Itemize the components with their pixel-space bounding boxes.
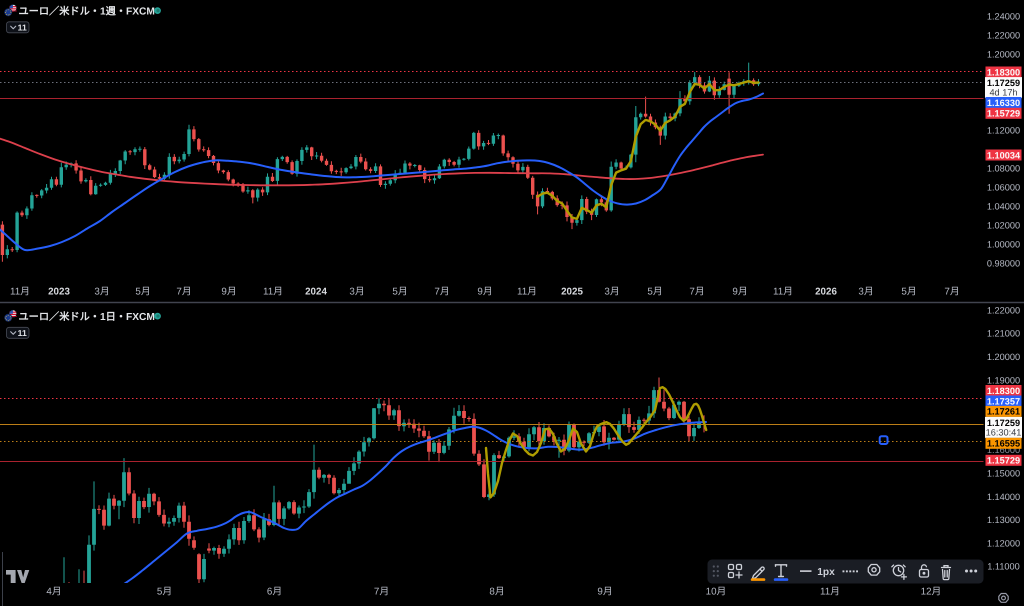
svg-text:1.20000: 1.20000 [987, 50, 1020, 60]
svg-text:1.22000: 1.22000 [987, 305, 1020, 315]
svg-text:11月: 11月 [773, 287, 793, 298]
svg-text:11月: 11月 [10, 287, 30, 298]
svg-text:1.10034: 1.10034 [987, 150, 1021, 160]
svg-text:1px: 1px [817, 567, 835, 578]
svg-text:1.15000: 1.15000 [987, 469, 1020, 479]
svg-text:7月: 7月 [374, 587, 389, 598]
svg-text:16:30:41: 16:30:41 [986, 427, 1022, 437]
svg-text:8月: 8月 [489, 587, 504, 598]
svg-text:1.15729: 1.15729 [987, 109, 1020, 119]
svg-text:1.21000: 1.21000 [987, 329, 1020, 339]
svg-text:4月: 4月 [46, 587, 61, 598]
svg-text:5月: 5月 [135, 287, 150, 298]
svg-text:3月: 3月 [94, 287, 109, 298]
svg-text:3月: 3月 [604, 287, 619, 298]
svg-text:9月: 9月 [477, 287, 492, 298]
svg-text:11: 11 [18, 22, 27, 32]
svg-text:1.19000: 1.19000 [987, 375, 1020, 385]
svg-text:1.14000: 1.14000 [987, 492, 1020, 502]
svg-text:2024: 2024 [305, 287, 327, 298]
svg-text:1.18300: 1.18300 [987, 67, 1020, 77]
svg-text:1.16330: 1.16330 [987, 98, 1020, 108]
svg-text:11: 11 [18, 328, 27, 338]
svg-text:12月: 12月 [921, 587, 942, 598]
svg-text:7月: 7月 [434, 287, 449, 298]
svg-text:1.16595: 1.16595 [987, 439, 1020, 449]
svg-text:1.15729: 1.15729 [987, 456, 1020, 466]
svg-text:3月: 3月 [349, 287, 364, 298]
svg-text:7月: 7月 [944, 287, 959, 298]
svg-text:2023: 2023 [48, 287, 70, 298]
svg-text:1.00000: 1.00000 [987, 240, 1020, 250]
svg-text:1.22000: 1.22000 [987, 31, 1020, 41]
svg-text:1.08000: 1.08000 [987, 164, 1020, 174]
svg-text:1.18300: 1.18300 [987, 386, 1020, 396]
svg-text:1.17259: 1.17259 [987, 418, 1020, 428]
svg-text:9月: 9月 [221, 287, 236, 298]
svg-text:1.06000: 1.06000 [987, 183, 1020, 193]
svg-text:9月: 9月 [597, 587, 612, 598]
svg-text:1.17261: 1.17261 [987, 407, 1020, 417]
svg-text:10月: 10月 [706, 587, 727, 598]
svg-text:4d 17h: 4d 17h [989, 88, 1017, 98]
svg-text:1.17357: 1.17357 [987, 396, 1020, 406]
svg-text:1.12000: 1.12000 [987, 126, 1020, 136]
svg-text:1.13000: 1.13000 [987, 515, 1020, 525]
svg-text:1.20000: 1.20000 [987, 352, 1020, 362]
svg-text:1.11000: 1.11000 [987, 562, 1020, 572]
svg-text:2025: 2025 [561, 287, 583, 298]
svg-text:9月: 9月 [732, 287, 747, 298]
svg-text:1.24000: 1.24000 [987, 12, 1020, 22]
svg-text:11月: 11月 [820, 587, 840, 598]
svg-text:5月: 5月 [901, 287, 916, 298]
svg-text:5月: 5月 [392, 287, 407, 298]
svg-text:1.02000: 1.02000 [987, 221, 1020, 231]
svg-text:0.98000: 0.98000 [987, 259, 1020, 269]
svg-text:5月: 5月 [157, 587, 172, 598]
svg-text:7月: 7月 [176, 287, 191, 298]
svg-text:1.12000: 1.12000 [987, 538, 1020, 548]
svg-text:6月: 6月 [267, 587, 282, 598]
svg-text:ユーロ／米ドル・1週・FXCM: ユーロ／米ドル・1週・FXCM [19, 6, 155, 18]
svg-text:1.17259: 1.17259 [987, 78, 1020, 88]
svg-text:1.04000: 1.04000 [987, 202, 1020, 212]
svg-text:11月: 11月 [263, 287, 283, 298]
svg-text:11月: 11月 [517, 287, 537, 298]
svg-text:ユーロ／米ドル・1日・FXCM: ユーロ／米ドル・1日・FXCM [19, 311, 155, 323]
svg-text:7月: 7月 [689, 287, 704, 298]
svg-text:5月: 5月 [647, 287, 662, 298]
svg-text:1.16000: 1.16000 [987, 445, 1020, 455]
svg-text:2026: 2026 [815, 287, 837, 298]
svg-text:3月: 3月 [858, 287, 873, 298]
